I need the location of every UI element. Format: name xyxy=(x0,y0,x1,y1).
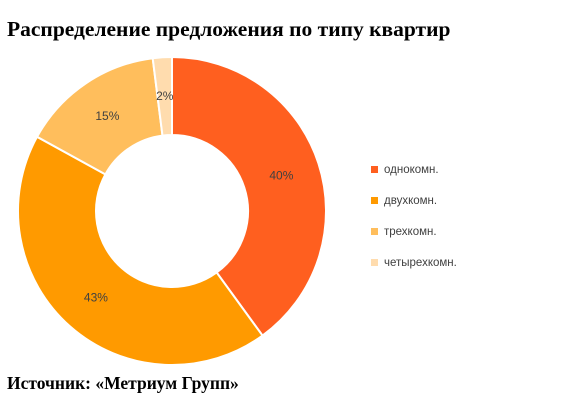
legend-item-2: трехкомн. xyxy=(371,224,457,239)
slice-label-3: 2% xyxy=(156,89,174,103)
donut-chart: 40% 43% 15% 2% xyxy=(17,55,327,366)
source-note: Источник: «Метриум Групп» xyxy=(7,373,239,393)
legend-label-1: двухкомн. xyxy=(384,194,438,207)
legend-swatch-1 xyxy=(371,197,378,204)
slice-3 xyxy=(151,55,173,137)
slice-label-1: 43% xyxy=(84,290,108,304)
legend: однокомн. двухкомн. трехкомн. четырехкомн. xyxy=(371,162,457,286)
legend-item-3: четырехкомн. xyxy=(371,255,457,270)
legend-item-1: двухкомн. xyxy=(371,193,457,208)
slice-label-2: 15% xyxy=(95,109,119,123)
legend-swatch-3 xyxy=(371,259,378,266)
legend-swatch-0 xyxy=(371,166,378,173)
slice-1 xyxy=(17,135,264,366)
legend-swatch-2 xyxy=(371,228,378,235)
legend-label-3: четырехкомн. xyxy=(384,256,457,269)
slice-0 xyxy=(171,55,327,337)
slice-2 xyxy=(35,57,164,176)
slice-label-0: 40% xyxy=(269,168,293,182)
chart-title: Распределение предложения по типу кварти… xyxy=(7,17,451,41)
legend-label-2: трехкомн. xyxy=(384,225,437,238)
chart-area: 40% 43% 15% 2% однокомн. двухкомн. трехкомн. ч… xyxy=(0,52,582,370)
legend-item-0: однокомн. xyxy=(371,162,457,177)
legend-label-0: однокомн. xyxy=(384,163,439,176)
